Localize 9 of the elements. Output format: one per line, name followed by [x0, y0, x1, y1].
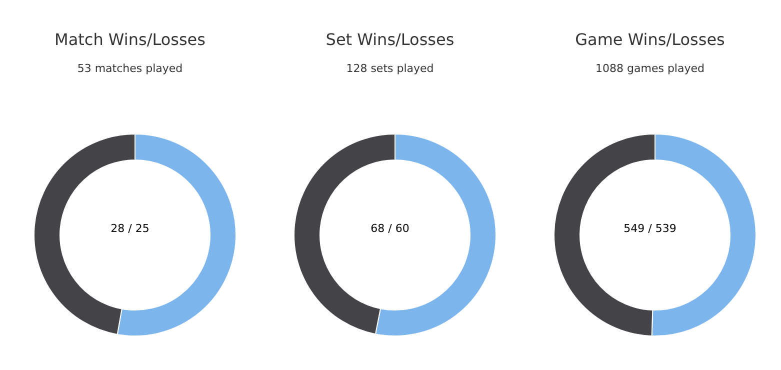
text: 28 / 25	[110, 222, 150, 235]
chart-subtitle: 128 sets played	[345, 62, 435, 75]
chart-title: Match Wins/Losses	[54, 30, 206, 49]
text: 549 / 539	[622, 222, 678, 235]
text: 68 / 60	[370, 222, 410, 235]
chart-title: Set Wins/Losses	[324, 30, 456, 49]
chart-subtitle: 1088 games played	[594, 62, 706, 75]
chart-subtitle: 53 matches played	[76, 62, 184, 75]
chart-title: Game Wins/Losses	[574, 30, 726, 49]
